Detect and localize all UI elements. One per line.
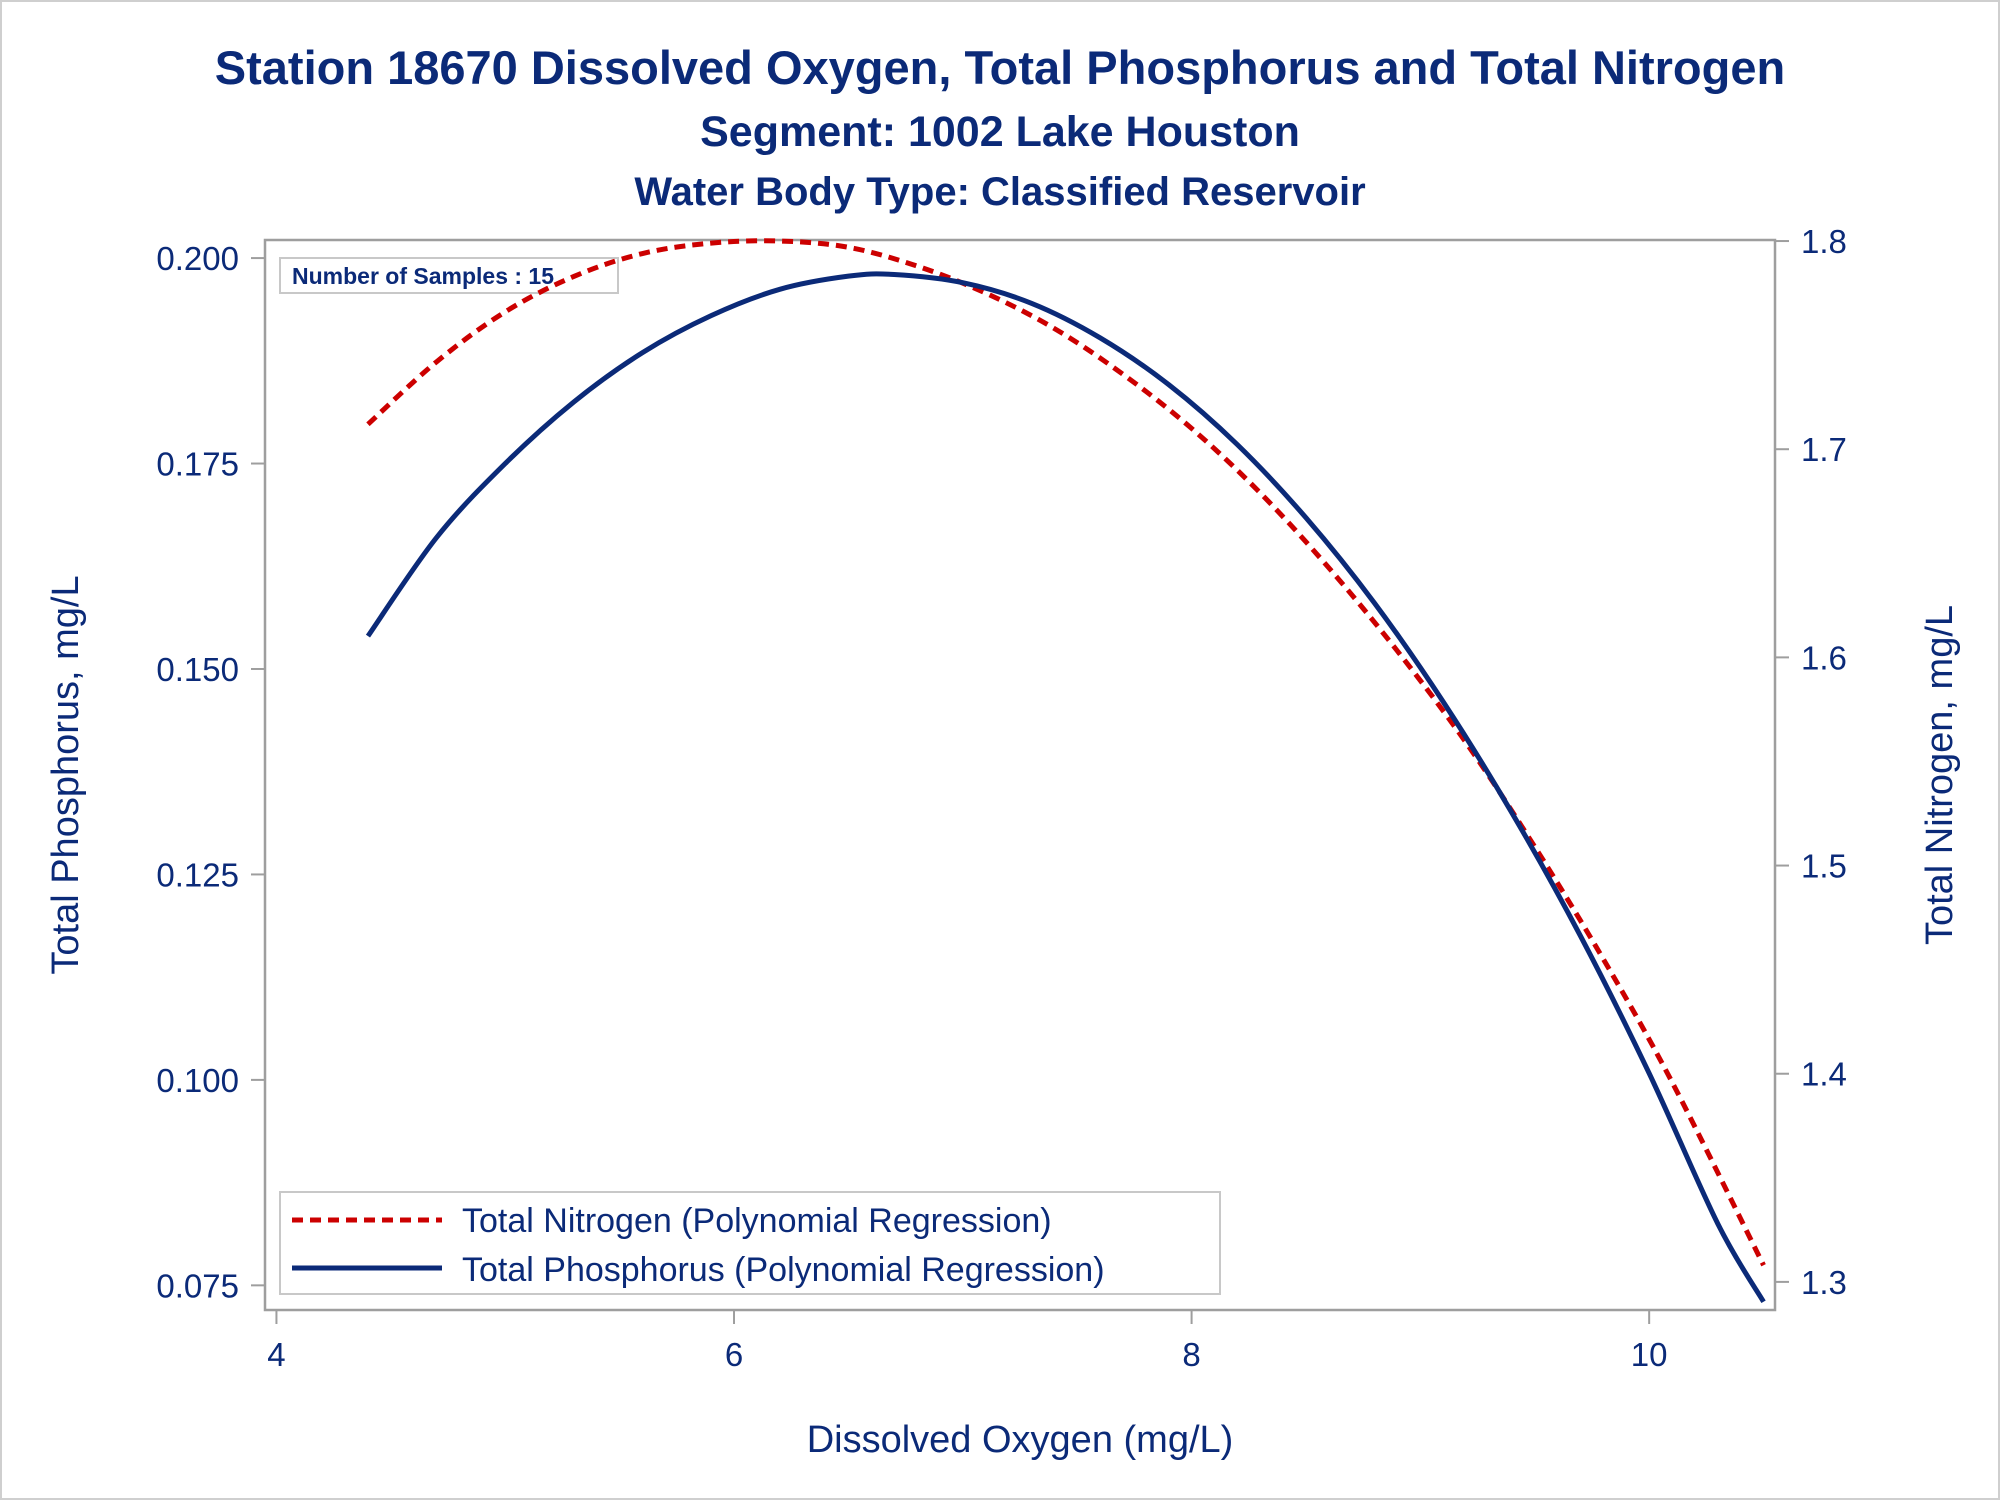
chart-subtitle: Segment: 1002 Lake Houston (700, 108, 1300, 156)
y-right-tick-label: 1.8 (1801, 223, 1847, 260)
y-left-tick-label: 0.100 (156, 1062, 239, 1099)
x-axis-label: Dissolved Oxygen (mg/L) (807, 1419, 1234, 1461)
x-tick-label: 6 (725, 1336, 743, 1373)
x-tick-label: 8 (1182, 1336, 1200, 1373)
legend-label-phosphorus: Total Phosphorus (Polynomial Regression) (462, 1251, 1105, 1289)
y-right-tick-label: 1.7 (1801, 431, 1847, 468)
legend-box (279, 1191, 1221, 1295)
y-right-tick-label: 1.3 (1801, 1264, 1847, 1301)
y-left-tick-label: 0.200 (156, 240, 239, 277)
y-axis-left: 0.075 0.100 0.125 0.150 0.175 0.200 (156, 240, 265, 1304)
series-line-nitrogen (366, 238, 1766, 1267)
y-axis-right-label: Total Nitrogen, mg/L (1919, 605, 1961, 945)
y-left-tick-label: 0.125 (156, 856, 239, 893)
chart-subtitle-2: Water Body Type: Classified Reservoir (634, 170, 1365, 214)
sample-count-label: Number of Samples : 15 (292, 263, 554, 289)
x-axis: 4 6 8 10 (267, 1310, 1668, 1373)
y-right-tick-label: 1.6 (1801, 639, 1847, 676)
y-right-tick-label: 1.4 (1801, 1056, 1847, 1093)
y-left-tick-label: 0.175 (156, 446, 239, 483)
y-left-tick-label: 0.075 (156, 1267, 239, 1304)
y-left-tick-label: 0.150 (156, 651, 239, 688)
legend-label-nitrogen: Total Nitrogen (Polynomial Regression) (462, 1202, 1052, 1240)
chart-title: Station 18670 Dissolved Oxygen, Total Ph… (215, 41, 1785, 94)
x-tick-label: 10 (1631, 1336, 1668, 1373)
series-layer (365, 238, 1766, 1304)
series-line-phosphorus (365, 271, 1766, 1304)
plot-area (263, 238, 1777, 1312)
y-right-tick-label: 1.5 (1801, 848, 1847, 885)
y-axis-right: 1.3 1.4 1.5 1.6 1.7 1.8 (1775, 223, 1847, 1301)
inset-box (279, 257, 619, 294)
legend: Total Nitrogen (Polynomial Regression) T… (279, 1191, 1221, 1295)
x-tick-label: 4 (267, 1336, 285, 1373)
y-axis-left-label: Total Phosphorus, mg/L (45, 575, 87, 974)
